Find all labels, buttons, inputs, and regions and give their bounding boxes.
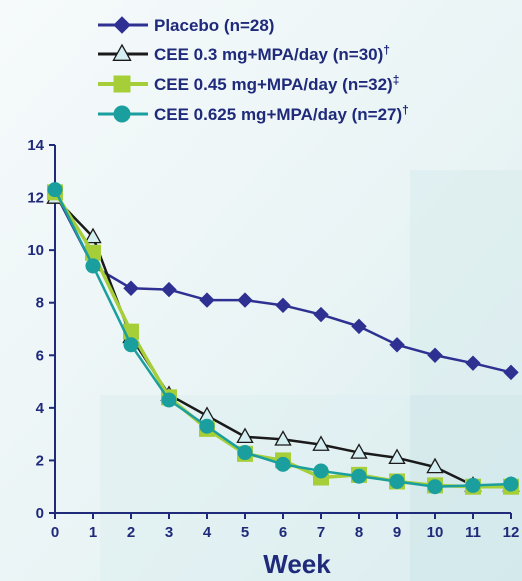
legend-footnote-mark: † bbox=[383, 43, 390, 57]
y-tick-label: 10 bbox=[27, 242, 44, 259]
data-point-cee-0-625 bbox=[351, 468, 367, 484]
legend-entry-3: CEE 0.45 mg+MPA/day (n=32)‡ bbox=[98, 73, 399, 94]
legend-label: CEE 0.625 mg+MPA/day (n=27)† bbox=[154, 103, 409, 124]
data-point-placebo bbox=[123, 280, 139, 296]
x-tick-label: 9 bbox=[393, 524, 401, 541]
legend-entry-4: CEE 0.625 mg+MPA/day (n=27)† bbox=[98, 103, 409, 124]
data-point-cee-0-625 bbox=[389, 473, 405, 489]
x-tick-label: 6 bbox=[279, 524, 287, 541]
x-tick-label: 3 bbox=[165, 524, 173, 541]
x-tick-label: 7 bbox=[317, 524, 325, 541]
data-point-placebo bbox=[389, 337, 405, 353]
x-tick-label: 1 bbox=[89, 524, 97, 541]
data-point-placebo bbox=[465, 355, 481, 371]
legend-label: CEE 0.45 mg+MPA/day (n=32)‡ bbox=[154, 73, 399, 94]
data-point-cee-0-625 bbox=[427, 479, 443, 495]
legend-marker bbox=[113, 105, 131, 123]
data-point-cee-0-625 bbox=[503, 476, 519, 492]
x-tick-label: 0 bbox=[51, 524, 59, 541]
x-tick-label: 11 bbox=[465, 524, 481, 541]
x-tick-label: 8 bbox=[355, 524, 363, 541]
x-axis-title: Week bbox=[263, 549, 331, 579]
data-point-cee-0-625 bbox=[199, 418, 215, 434]
legend-label: Placebo (n=28) bbox=[154, 16, 274, 35]
legend-marker bbox=[112, 43, 132, 61]
data-point-cee-0-3 bbox=[236, 427, 254, 444]
y-tick-label: 6 bbox=[36, 347, 44, 364]
data-point-cee-0-3 bbox=[84, 227, 102, 244]
y-tick-label: 0 bbox=[36, 505, 44, 522]
data-point-cee-0-3 bbox=[274, 430, 292, 446]
y-tick-label: 14 bbox=[27, 137, 44, 154]
data-point-placebo bbox=[199, 292, 215, 308]
legend-entry-2: CEE 0.3 mg+MPA/day (n=30)† bbox=[98, 43, 390, 64]
legend-marker bbox=[113, 16, 131, 34]
data-point-cee-0-625 bbox=[123, 337, 139, 353]
x-tick-label: 5 bbox=[241, 524, 249, 541]
legend-label: CEE 0.3 mg+MPA/day (n=30)† bbox=[154, 43, 390, 64]
legend: Placebo (n=28) CEE 0.3 mg+MPA/day (n=30)†… bbox=[98, 16, 409, 124]
x-tick-label: 4 bbox=[203, 524, 212, 541]
data-point-cee-0-625 bbox=[313, 463, 329, 479]
data-point-cee-0-3 bbox=[312, 435, 330, 451]
y-tick-label: 8 bbox=[36, 295, 44, 312]
y-tick-label: 2 bbox=[36, 452, 44, 469]
data-point-cee-0-625 bbox=[465, 477, 481, 493]
data-point-placebo bbox=[313, 306, 329, 323]
data-point-cee-0-3 bbox=[426, 457, 444, 474]
y-tick-label: 4 bbox=[36, 400, 45, 417]
legend-footnote-mark: † bbox=[402, 103, 409, 117]
x-tick-label: 10 bbox=[427, 524, 444, 541]
x-tick-label: 12 bbox=[503, 524, 520, 541]
data-point-cee-0-3 bbox=[350, 443, 368, 459]
data-point-placebo bbox=[161, 281, 177, 298]
data-point-cee-0-625 bbox=[85, 258, 101, 274]
data-point-cee-0-625 bbox=[275, 456, 291, 472]
data-point-placebo bbox=[427, 347, 443, 363]
y-tick-label: 12 bbox=[27, 190, 44, 207]
data-point-placebo bbox=[237, 292, 253, 308]
data-point-cee-0-625 bbox=[161, 392, 177, 408]
data-point-placebo bbox=[351, 318, 367, 335]
x-tick-label: 2 bbox=[127, 524, 135, 541]
data-point-placebo bbox=[275, 297, 291, 314]
legend-footnote-mark: ‡ bbox=[393, 73, 400, 87]
series-4 bbox=[47, 182, 519, 495]
legend-marker bbox=[113, 75, 131, 93]
legend-entry-1: Placebo (n=28) bbox=[98, 16, 274, 35]
data-point-cee-0-625 bbox=[47, 182, 63, 198]
data-point-cee-0-625 bbox=[237, 445, 253, 461]
data-point-placebo bbox=[503, 364, 519, 381]
series-layer bbox=[46, 182, 520, 495]
data-point-cee-0-3 bbox=[388, 448, 406, 465]
